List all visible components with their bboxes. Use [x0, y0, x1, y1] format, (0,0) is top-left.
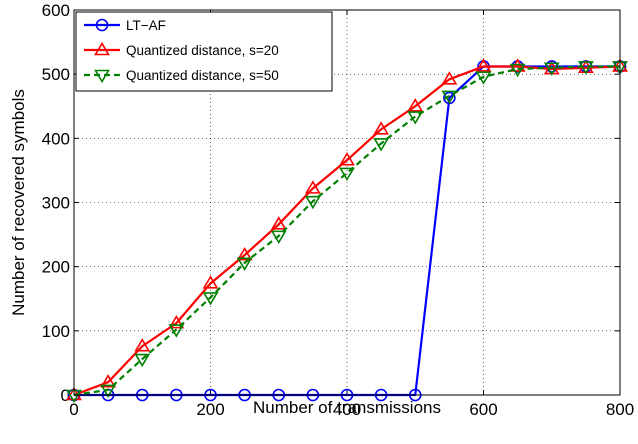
data-point	[100, 374, 117, 388]
y-axis-label: Number of recovered symbols	[9, 89, 28, 316]
y-tick-label: 500	[42, 65, 70, 84]
data-point	[475, 71, 492, 85]
x-tick-label: 400	[333, 400, 361, 419]
data-point	[236, 247, 253, 261]
y-tick-label: 100	[42, 322, 70, 341]
legend-entry: LT−AF	[84, 18, 166, 33]
data-point	[134, 353, 151, 368]
data-point	[304, 180, 321, 194]
y-tick-label: 400	[42, 129, 70, 148]
y-tick-label: 0	[61, 386, 70, 405]
legend-label: LT−AF	[126, 18, 166, 33]
x-axis-label: Number of transmissions	[253, 398, 441, 417]
data-point	[441, 71, 458, 85]
data-point	[407, 98, 424, 112]
legend-marker	[94, 41, 110, 56]
data-point	[304, 195, 321, 210]
data-point	[543, 62, 560, 76]
axis-ticks: 0 200 400 600 800 0 100 200 300 400 500 600	[42, 1, 635, 419]
data-point	[509, 63, 526, 78]
series-3	[66, 61, 628, 404]
legend-label: Quantized distance, s=20	[126, 43, 279, 58]
y-tick-label: 200	[42, 258, 70, 277]
data-point	[168, 324, 185, 338]
data-point	[577, 61, 594, 75]
plot-frame	[73, 9, 621, 396]
data-point	[339, 152, 355, 166]
data-point	[407, 111, 424, 125]
data-point	[509, 58, 526, 72]
legend-marker	[95, 18, 109, 32]
data-point	[373, 121, 390, 135]
legend-entry: Quantized distance, s=20	[84, 41, 279, 58]
data-point	[475, 58, 492, 72]
x-tick-label: 200	[196, 400, 224, 419]
series-line	[73, 65, 621, 397]
y-tick-label: 300	[42, 194, 70, 213]
data-point	[202, 292, 219, 306]
data-point	[168, 315, 185, 329]
data-point	[270, 216, 287, 230]
data-point	[100, 384, 117, 398]
data-point	[270, 230, 287, 244]
data-point	[373, 138, 390, 152]
x-tick-label: 0	[69, 400, 78, 419]
x-tick-label: 600	[469, 400, 497, 419]
legend-entry: Quantized distance, s=50	[84, 68, 279, 84]
legend: LT−AF Quantized distance, s=20 Quantized d…	[75, 11, 333, 92]
legend-label: Quantized distance, s=50	[126, 68, 279, 83]
legend-marker	[94, 69, 110, 84]
data-point	[134, 338, 151, 352]
y-tick-label: 600	[42, 1, 70, 20]
x-tick-label: 800	[606, 400, 634, 419]
data-point	[236, 257, 253, 271]
data-point	[441, 90, 458, 105]
data-point	[339, 167, 355, 182]
series-line	[73, 65, 620, 397]
data-point	[202, 275, 219, 289]
